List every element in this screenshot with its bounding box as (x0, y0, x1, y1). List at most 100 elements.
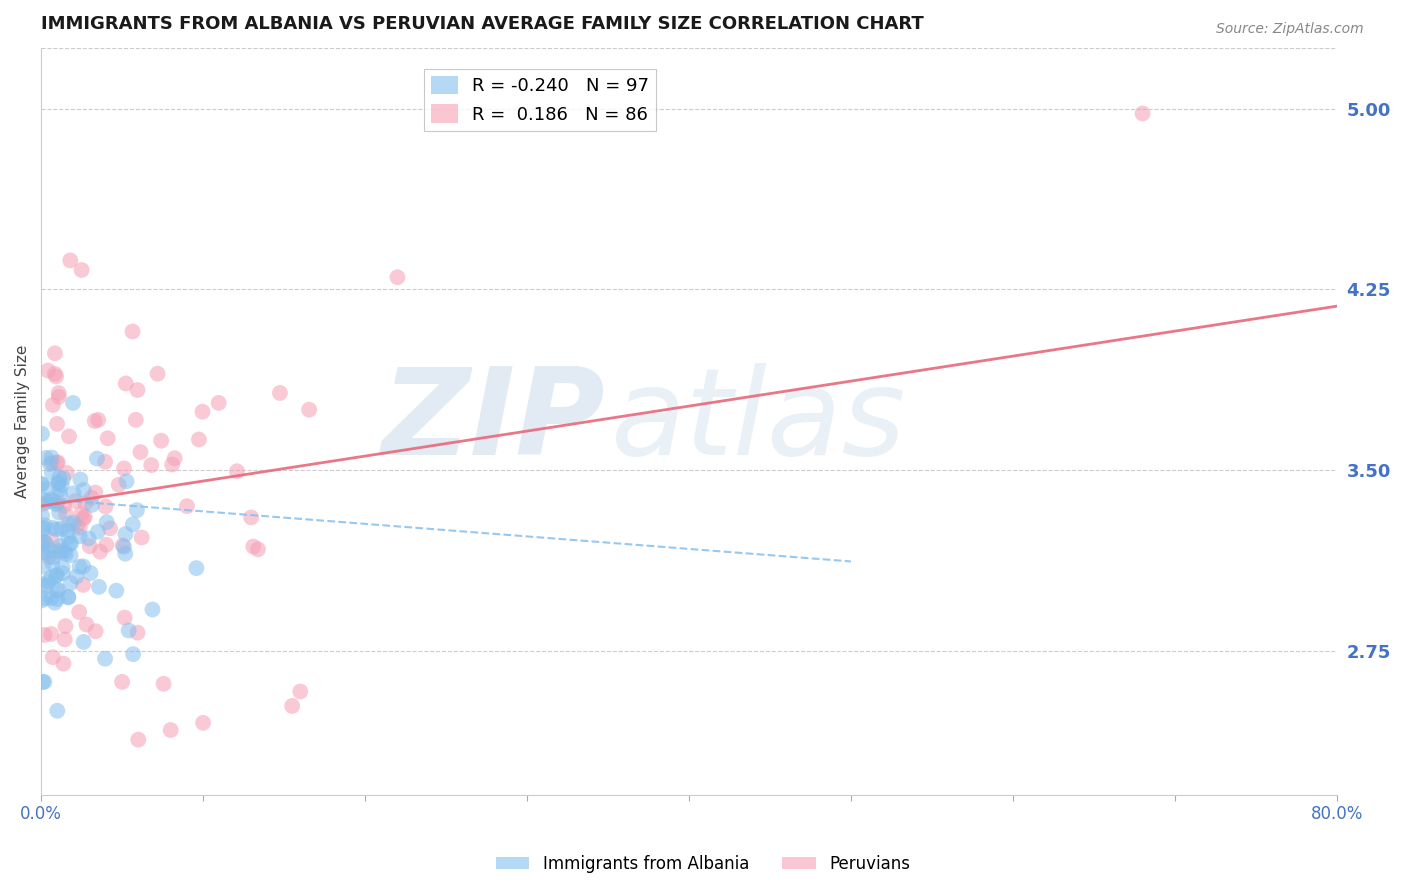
Point (60, 536, 83, 550)
Point (84, 624, 107, 639)
Point (121, 517, 143, 532)
Point (39, 591, 62, 605)
Point (58, 516, 80, 531)
Point (87, 580, 110, 594)
Point (242, 540, 264, 554)
Point (114, 376, 136, 391)
Point (37, 574, 59, 589)
Point (65, 494, 87, 508)
Point (125, 503, 148, 517)
Point (94, 500, 117, 514)
Point (49, 522, 72, 536)
Point (31, 537, 53, 551)
Point (45, 582, 67, 597)
Point (80, 498, 103, 512)
Point (31, 522, 53, 536)
Point (246, 542, 269, 557)
Point (107, 477, 129, 491)
Point (187, 433, 209, 447)
Point (30, 477, 52, 491)
Point (45, 456, 67, 470)
Point (41, 533, 63, 547)
Point (298, 402, 321, 417)
Point (41, 494, 63, 508)
Point (48, 386, 70, 401)
Point (55, 619, 77, 633)
Point (46, 495, 69, 509)
Point (41, 450, 63, 465)
Point (53, 632, 76, 647)
Point (122, 647, 145, 661)
Point (87, 524, 110, 539)
Point (42, 398, 65, 412)
Point (46, 592, 69, 607)
Point (31, 426, 53, 441)
Point (46, 417, 69, 431)
Point (83, 414, 105, 428)
Point (46, 704, 69, 718)
Point (48, 506, 70, 520)
Point (226, 464, 249, 478)
Point (46, 582, 69, 597)
Point (49, 545, 72, 559)
Point (290, 684, 312, 698)
Point (163, 451, 186, 466)
Legend: Immigrants from Albania, Peruvians: Immigrants from Albania, Peruvians (489, 848, 917, 880)
Point (31, 508, 53, 523)
Point (269, 386, 291, 401)
Point (45, 369, 67, 384)
Point (34, 674, 56, 689)
Point (79, 539, 101, 553)
Point (72, 559, 94, 574)
Point (48, 390, 70, 404)
Point (39, 492, 62, 507)
Point (55, 547, 77, 561)
Point (62, 486, 84, 500)
Point (72, 578, 94, 592)
Point (31, 577, 53, 591)
Point (186, 561, 208, 575)
Point (77, 532, 100, 546)
Point (111, 674, 134, 689)
Point (52, 657, 75, 671)
Point (44, 346, 66, 360)
Point (31, 497, 53, 511)
Point (34, 536, 56, 550)
Point (73, 509, 96, 524)
Point (62, 396, 84, 410)
Point (58, 591, 80, 605)
Point (69, 529, 91, 543)
Point (75, 617, 97, 632)
Point (41, 466, 63, 480)
Point (39, 543, 62, 558)
Point (129, 445, 152, 459)
Point (127, 732, 149, 747)
Point (160, 458, 183, 472)
Point (59, 537, 82, 551)
Point (87, 413, 110, 427)
Point (31, 477, 53, 491)
Point (34, 493, 56, 508)
Point (41, 456, 63, 470)
Point (176, 499, 198, 513)
Point (114, 527, 136, 541)
Point (69, 473, 91, 487)
Point (191, 405, 214, 419)
Point (72, 511, 94, 525)
Point (42, 650, 65, 665)
Legend: R = -0.240   N = 97, R =  0.186   N = 86: R = -0.240 N = 97, R = 0.186 N = 86 (423, 69, 657, 131)
Point (48, 543, 70, 558)
Text: Source: ZipAtlas.com: Source: ZipAtlas.com (1216, 22, 1364, 37)
Point (46, 568, 69, 582)
Point (31, 534, 53, 549)
Point (59, 576, 82, 591)
Point (41, 556, 63, 570)
Text: ZIP: ZIP (381, 363, 605, 480)
Point (48, 539, 70, 553)
Point (51, 478, 73, 492)
Point (141, 458, 163, 472)
Point (31, 674, 53, 689)
Point (73, 483, 96, 497)
Point (38, 549, 60, 564)
Point (48, 483, 70, 497)
